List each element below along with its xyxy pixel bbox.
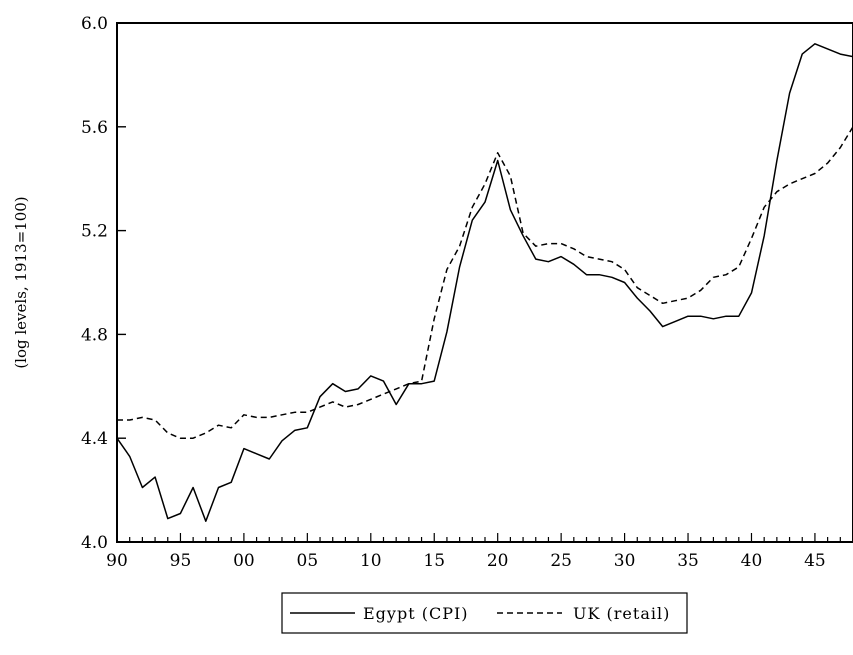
plot-frame — [116, 22, 853, 543]
y-tick-label: 4.4 — [81, 429, 108, 449]
x-tick-label: 05 — [297, 551, 319, 571]
y-tick-label: 4.0 — [81, 533, 108, 553]
legend: Egypt (CPI) UK (retail) — [281, 592, 688, 634]
x-tick-label: 35 — [677, 551, 699, 571]
x-tick-label: 10 — [360, 551, 382, 571]
series-line-uk-retail — [117, 126, 853, 439]
x-tick-label: 90 — [106, 551, 128, 571]
y-tick-label: 5.2 — [81, 222, 108, 242]
x-axis-ticks: 90 95 00 05 10 15 20 25 30 35 40 45 — [106, 533, 853, 571]
y-tick-label: 6.0 — [81, 14, 108, 34]
legend-label-uk: UK (retail) — [573, 604, 670, 623]
x-tick-label: 20 — [487, 551, 509, 571]
y-axis-label: (log levels, 1913=100) — [12, 196, 30, 368]
y-tick-label: 4.8 — [81, 325, 108, 345]
series-layer — [116, 43, 853, 522]
x-tick-label: 30 — [614, 551, 636, 571]
x-tick-label: 45 — [804, 551, 826, 571]
legend-label-egypt: Egypt (CPI) — [363, 604, 469, 623]
y-axis-ticks: 4.0 4.4 4.8 5.2 5.6 6.0 — [81, 14, 126, 553]
x-tick-label: 00 — [233, 551, 255, 571]
x-tick-label: 95 — [170, 551, 192, 571]
y-tick-label: 5.6 — [81, 118, 108, 138]
x-tick-label: 25 — [550, 551, 572, 571]
series-line-egypt-cpi — [116, 43, 853, 522]
x-tick-label: 15 — [423, 551, 445, 571]
x-tick-label: 40 — [741, 551, 763, 571]
